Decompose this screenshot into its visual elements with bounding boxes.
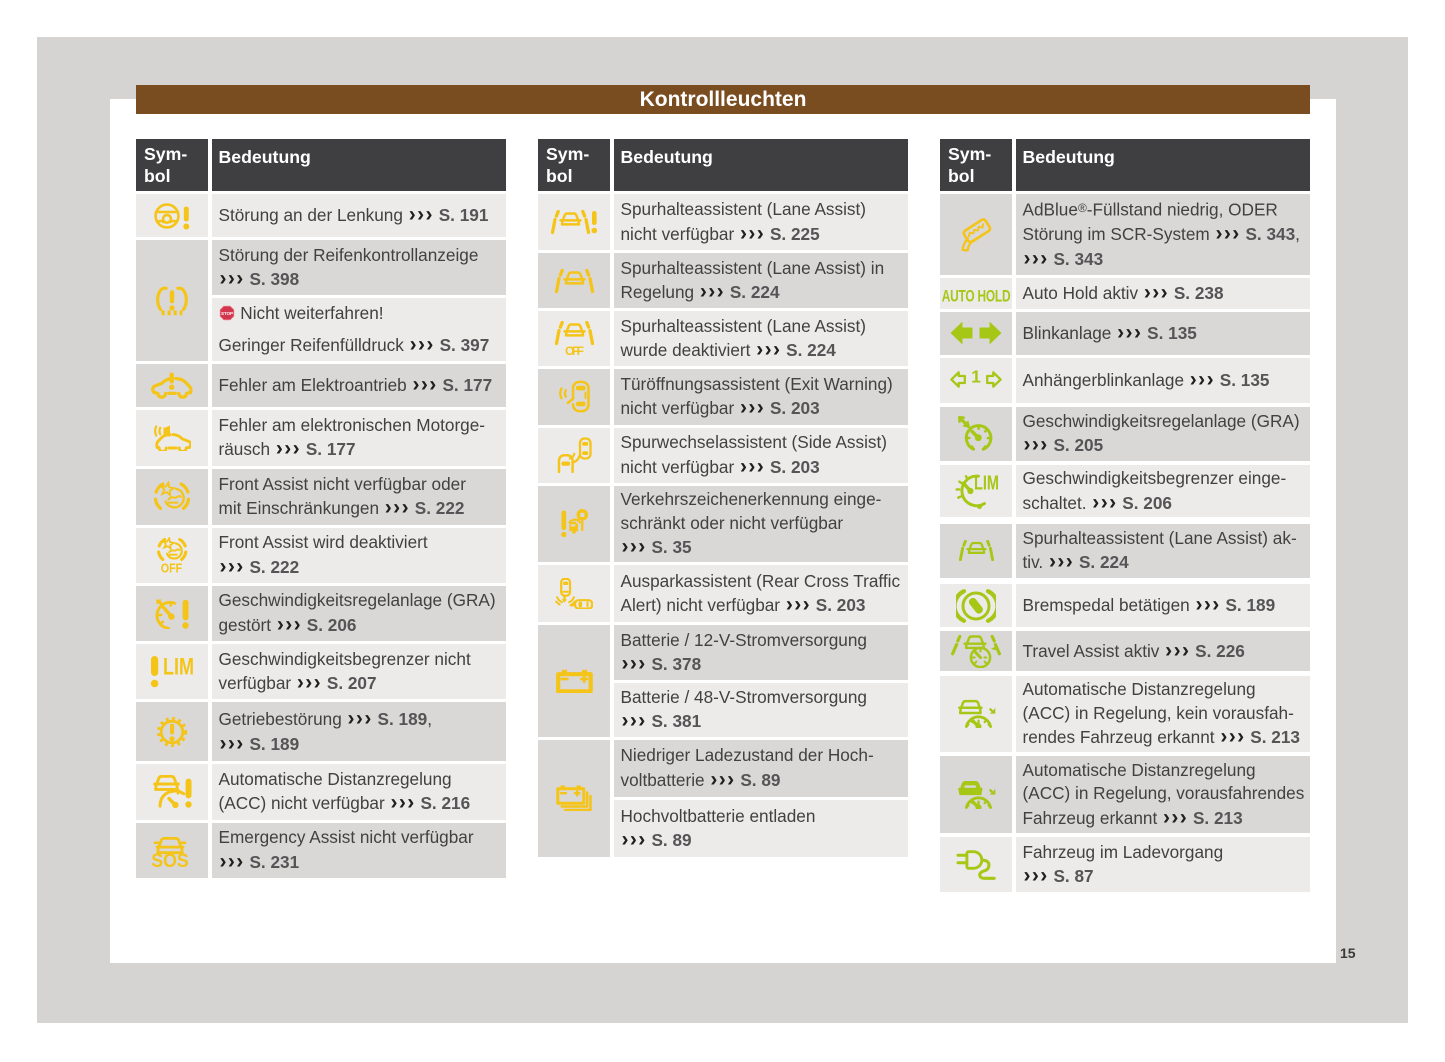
svg-text:LIM: LIM — [974, 473, 999, 495]
svg-text:LIM: LIM — [163, 655, 194, 681]
svg-text:1: 1 — [971, 367, 981, 387]
svg-text:OFF: OFF — [565, 344, 584, 356]
svg-text:SOS: SOS — [152, 851, 189, 867]
svg-text:STOP: STOP — [221, 311, 233, 316]
svg-text:OFF: OFF — [161, 561, 183, 574]
